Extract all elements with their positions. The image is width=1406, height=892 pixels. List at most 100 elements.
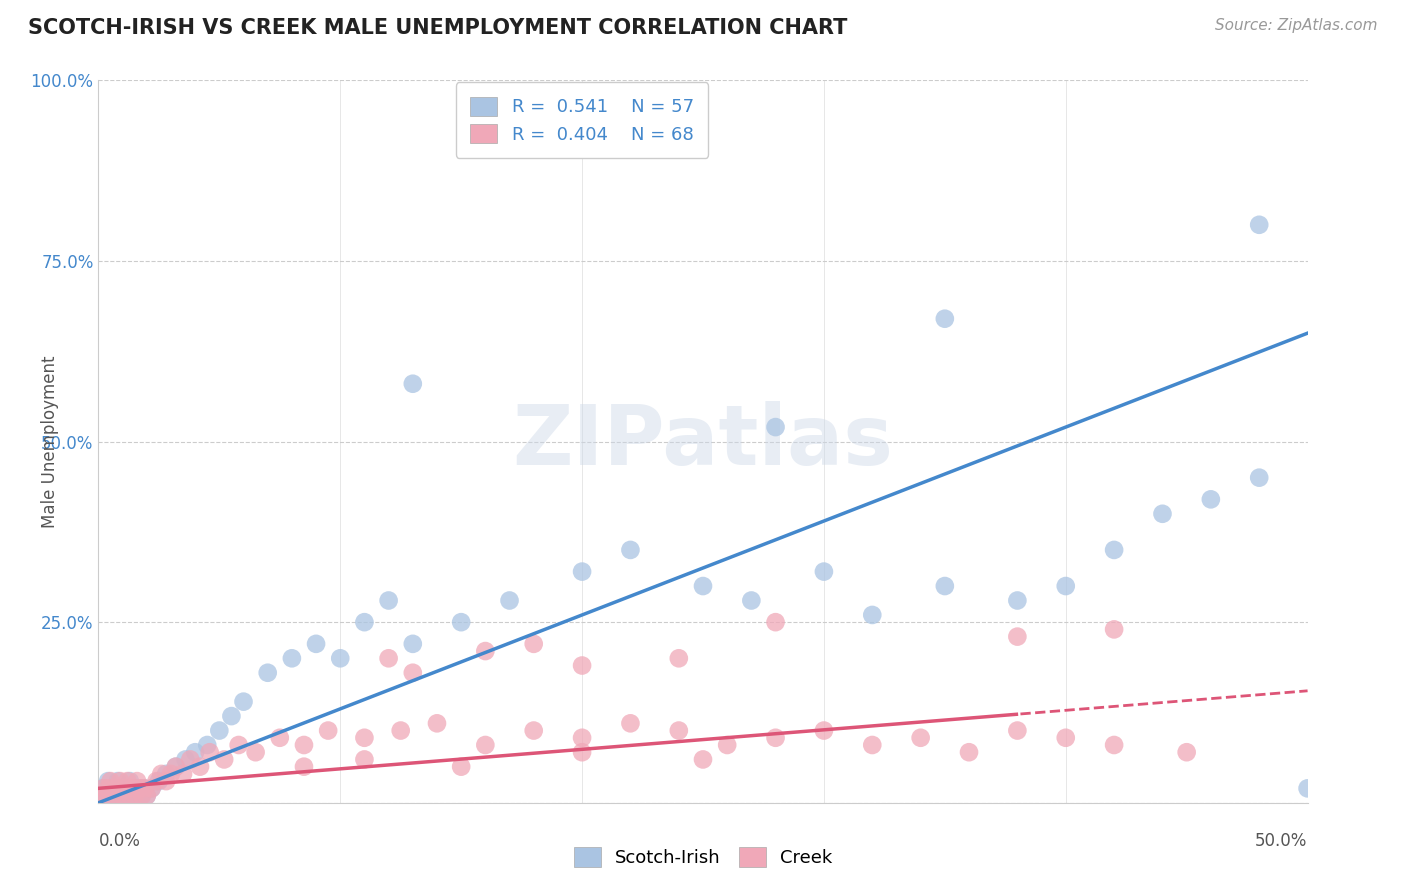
- Point: [94, 789, 117, 803]
- Legend: Scotch-Irish, Creek: Scotch-Irish, Creek: [567, 839, 839, 874]
- Point: [232, 695, 254, 709]
- Point: [1007, 593, 1029, 607]
- Point: [135, 789, 157, 803]
- Point: [221, 709, 243, 723]
- Point: [97, 774, 120, 789]
- Point: [1296, 781, 1319, 796]
- Point: [128, 781, 150, 796]
- Point: [402, 637, 425, 651]
- Point: [208, 723, 231, 738]
- Point: [668, 723, 690, 738]
- Point: [155, 767, 177, 781]
- Point: [172, 767, 194, 781]
- Point: [245, 745, 267, 759]
- Point: [117, 774, 139, 789]
- Point: [1054, 731, 1077, 745]
- Point: [957, 745, 980, 759]
- Point: [101, 789, 124, 803]
- Point: [150, 767, 173, 781]
- Point: [668, 651, 690, 665]
- Point: [402, 376, 425, 391]
- Point: [131, 789, 153, 803]
- Point: [1249, 218, 1271, 232]
- Point: [121, 789, 143, 803]
- Point: [716, 738, 738, 752]
- Point: [474, 738, 496, 752]
- Point: [118, 774, 141, 789]
- Point: [228, 738, 250, 752]
- Point: [523, 637, 546, 651]
- Point: [127, 789, 149, 803]
- Point: [474, 644, 496, 658]
- Point: [765, 615, 787, 630]
- Point: [111, 789, 134, 803]
- Text: ZIPatlas: ZIPatlas: [513, 401, 893, 482]
- Point: [377, 651, 399, 665]
- Point: [692, 579, 714, 593]
- Point: [389, 723, 412, 738]
- Point: [90, 789, 112, 803]
- Point: [141, 781, 163, 796]
- Point: [377, 593, 399, 607]
- Point: [765, 731, 787, 745]
- Point: [1152, 507, 1174, 521]
- Point: [165, 760, 187, 774]
- Point: [114, 781, 136, 796]
- Point: [450, 615, 472, 630]
- Point: [813, 723, 835, 738]
- Point: [145, 774, 167, 789]
- Point: [117, 789, 139, 803]
- Text: Source: ZipAtlas.com: Source: ZipAtlas.com: [1215, 18, 1378, 33]
- Point: [141, 781, 163, 796]
- Point: [114, 781, 136, 796]
- Point: [188, 760, 211, 774]
- Point: [101, 781, 124, 796]
- Point: [148, 774, 170, 789]
- Text: Male Unemployment: Male Unemployment: [41, 355, 59, 528]
- Point: [198, 745, 221, 759]
- Point: [127, 774, 149, 789]
- Point: [212, 752, 235, 766]
- Point: [165, 760, 187, 774]
- Text: 50.0%: 50.0%: [1256, 831, 1308, 850]
- Point: [124, 789, 146, 803]
- Point: [94, 789, 117, 803]
- Point: [128, 781, 150, 796]
- Point: [860, 607, 883, 622]
- Point: [353, 752, 375, 766]
- Point: [134, 781, 156, 796]
- Point: [292, 760, 315, 774]
- Point: [740, 593, 762, 607]
- Point: [104, 789, 127, 803]
- Point: [619, 716, 641, 731]
- Point: [692, 752, 714, 766]
- Point: [329, 651, 352, 665]
- Point: [450, 760, 472, 774]
- Point: [1249, 470, 1271, 484]
- Point: [91, 781, 114, 796]
- Point: [104, 781, 127, 796]
- Point: [100, 789, 122, 803]
- Point: [305, 637, 328, 651]
- Point: [155, 774, 177, 789]
- Point: [179, 752, 201, 766]
- Point: [934, 579, 956, 593]
- Point: [121, 781, 143, 796]
- Point: [1175, 745, 1198, 759]
- Text: SCOTCH-IRISH VS CREEK MALE UNEMPLOYMENT CORRELATION CHART: SCOTCH-IRISH VS CREEK MALE UNEMPLOYMENT …: [28, 18, 848, 37]
- Point: [1007, 630, 1029, 644]
- Point: [1102, 623, 1125, 637]
- Point: [174, 752, 197, 766]
- Point: [765, 420, 787, 434]
- Point: [108, 781, 131, 796]
- Point: [910, 731, 932, 745]
- Point: [523, 723, 546, 738]
- Point: [90, 789, 112, 803]
- Point: [571, 745, 593, 759]
- Point: [353, 731, 375, 745]
- Point: [195, 738, 218, 752]
- Point: [292, 738, 315, 752]
- Point: [860, 738, 883, 752]
- Point: [353, 615, 375, 630]
- Point: [108, 774, 131, 789]
